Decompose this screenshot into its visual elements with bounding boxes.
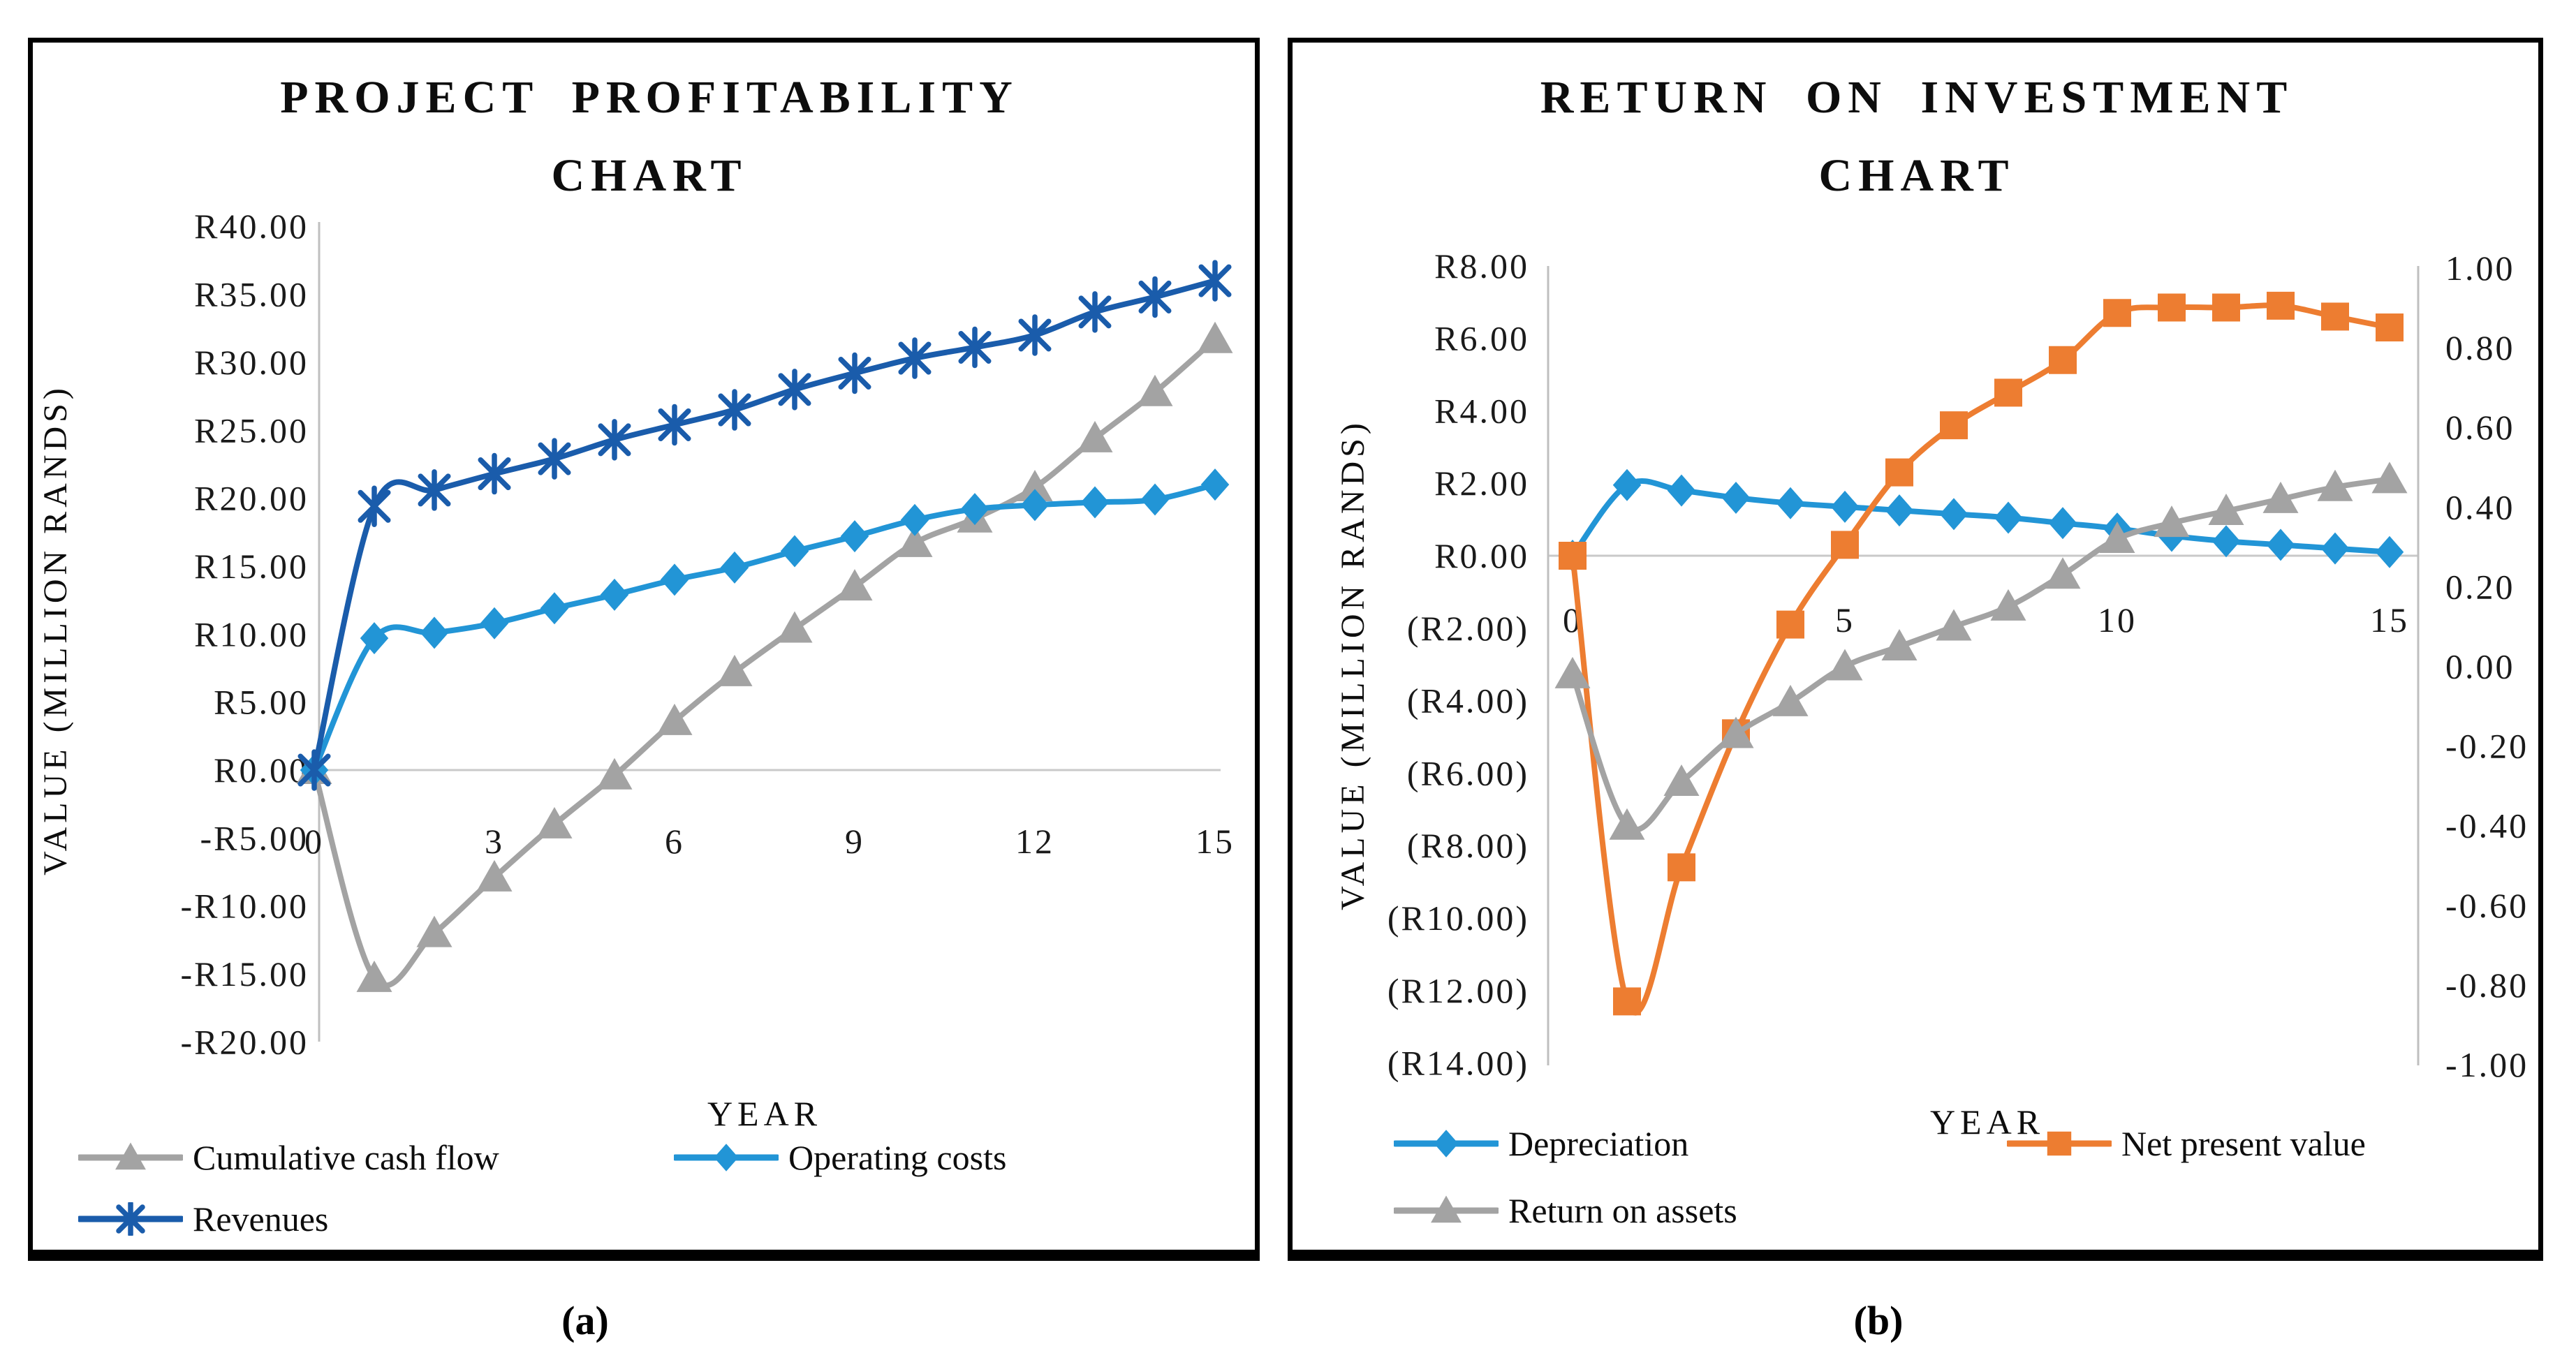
- chart-a-title: PROJECT PROFITABILITY CHART: [39, 59, 1260, 215]
- legend-label: Net present value: [2121, 1124, 2366, 1163]
- chart-b-title-line1: RETURN ON INVESTMENT: [1540, 72, 2294, 123]
- chart-a-title-line2: CHART: [551, 150, 748, 201]
- triangle-marker-icon: [78, 1142, 183, 1170]
- legend-item-revenues: Revenues: [78, 1192, 328, 1246]
- square-marker-icon: [2007, 1131, 2112, 1156]
- legend-item-operating-costs: Operating costs: [674, 1131, 1006, 1184]
- legend-label: Depreciation: [1508, 1124, 1689, 1163]
- diamond-marker-icon: [1394, 1130, 1499, 1158]
- asterisk-marker-icon: [116, 1202, 145, 1236]
- subfigure-label-a: (a): [561, 1298, 609, 1343]
- square-marker-icon: [2047, 1131, 2072, 1156]
- chart-b-x-axis-title: YEAR: [1929, 1102, 2045, 1141]
- legend-label: Cumulative cash flow: [193, 1138, 499, 1177]
- panel-a-border: [28, 38, 1260, 1261]
- triangle-marker-icon: [1431, 1195, 1462, 1223]
- chart-b-title: RETURN ON INVESTMENT CHART: [1295, 59, 2539, 215]
- triangle-marker-icon: [1394, 1195, 1499, 1223]
- triangle-marker-icon: [115, 1142, 146, 1170]
- chart-b-y-axis-title: VALUE (MILLION RANDS): [1334, 419, 1371, 910]
- chart-a-y-axis-title: VALUE (MILLION RANDS): [37, 384, 74, 875]
- legend-label: Return on assets: [1508, 1191, 1737, 1230]
- asterisk-marker-icon: [78, 1202, 183, 1236]
- legend-item-cumulative-cash-flow: Cumulative cash flow: [78, 1131, 499, 1184]
- panel-b-border: [1288, 38, 2543, 1261]
- legend-item-net-present-value: Net present value: [2007, 1117, 2366, 1170]
- subfigure-label-b: (b): [1853, 1298, 1904, 1343]
- chart-a-title-line1: PROJECT PROFITABILITY: [280, 72, 1019, 123]
- legend-item-depreciation: Depreciation: [1394, 1117, 1688, 1170]
- legend-label: Revenues: [193, 1199, 329, 1239]
- legend-label: Operating costs: [788, 1138, 1007, 1177]
- legend-item-return-on-assets: Return on assets: [1394, 1184, 1737, 1237]
- diamond-marker-icon: [674, 1144, 779, 1171]
- chart-b-title-line2: CHART: [1818, 150, 2015, 201]
- diamond-marker-icon: [1434, 1130, 1459, 1158]
- chart-a-x-axis-title: YEAR: [707, 1094, 823, 1133]
- diamond-marker-icon: [714, 1144, 739, 1171]
